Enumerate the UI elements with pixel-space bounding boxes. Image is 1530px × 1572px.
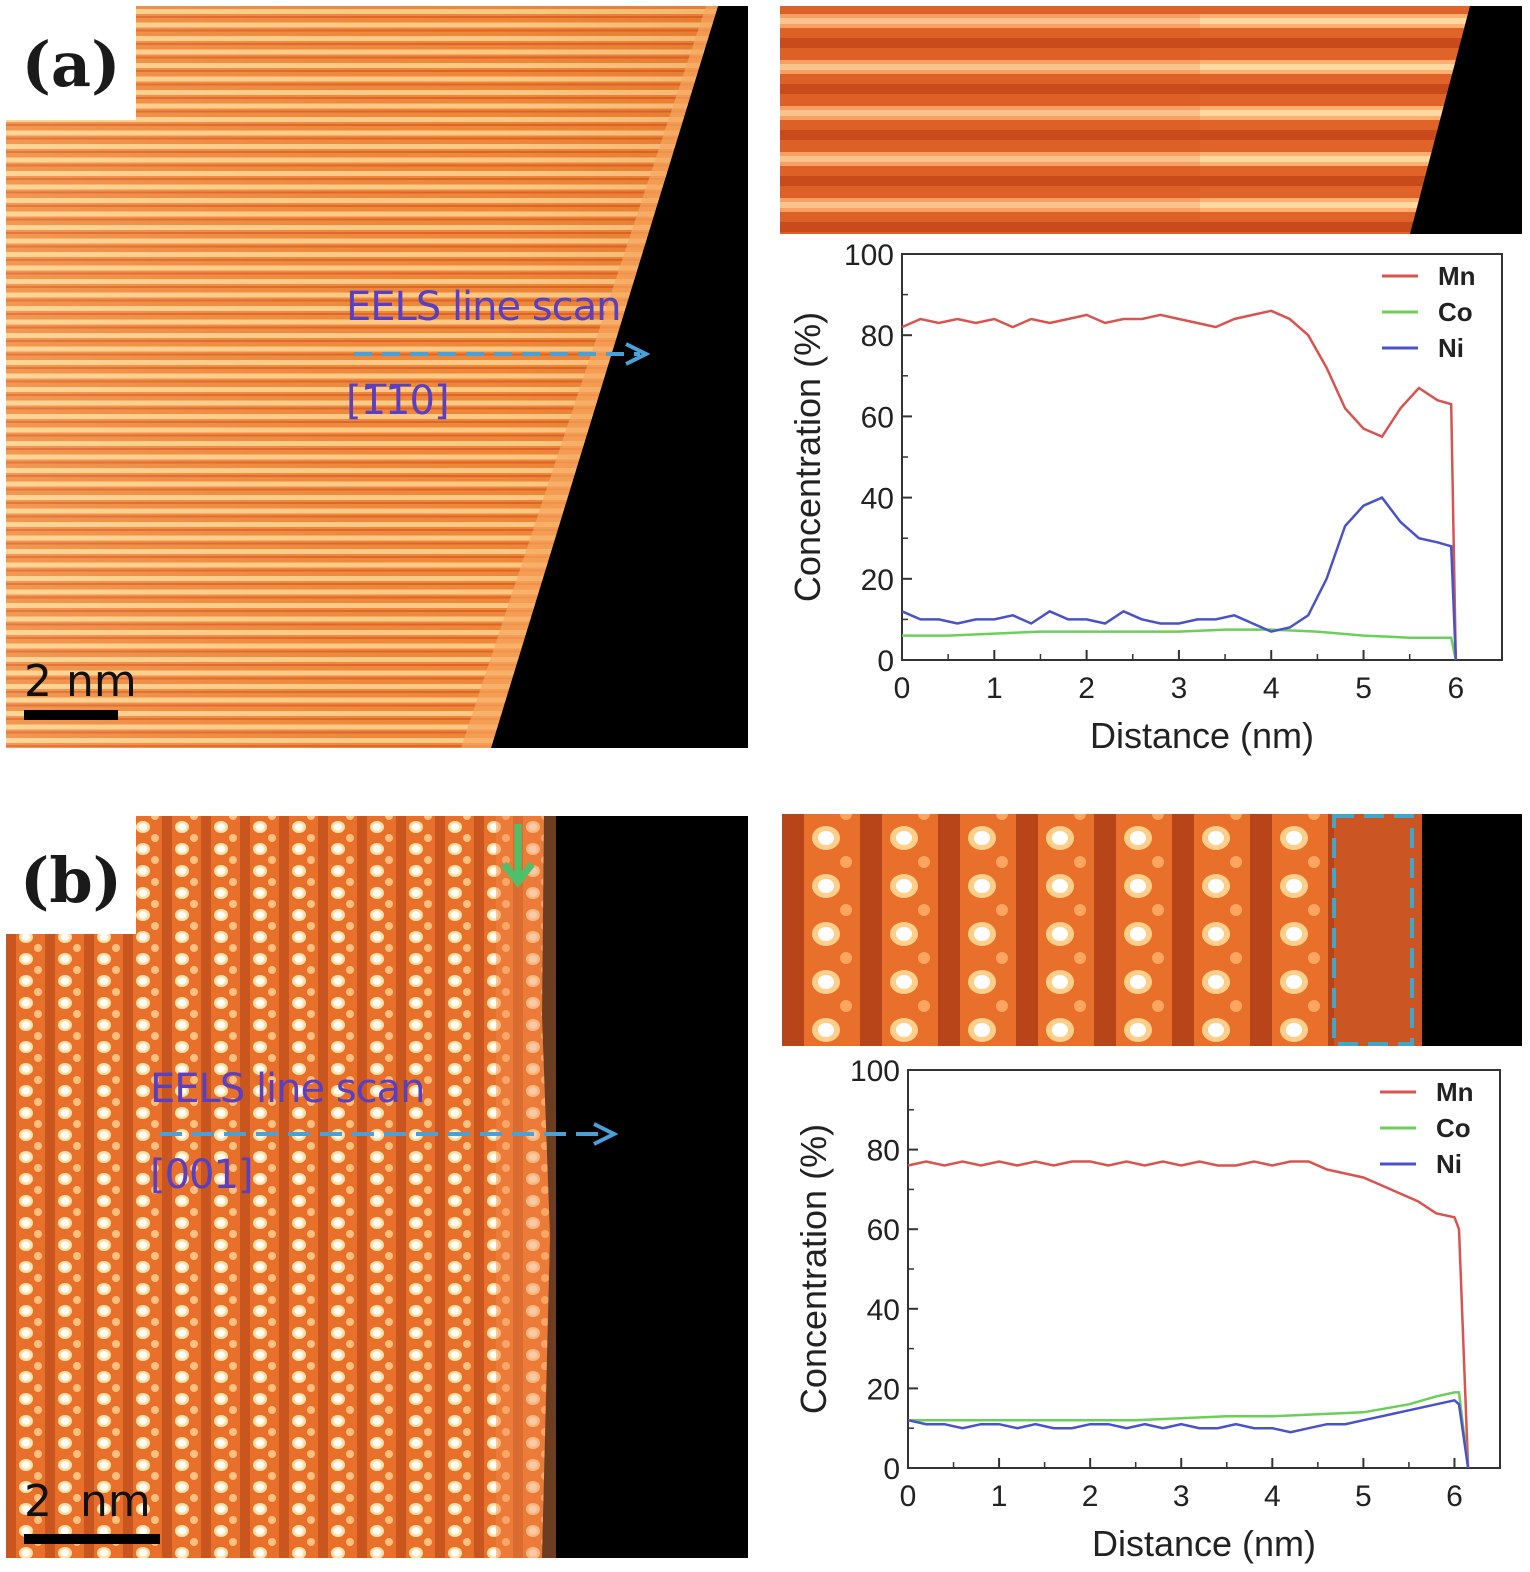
plot-frame — [907, 1069, 1501, 1469]
panel-label-b: (b) — [6, 816, 136, 934]
x-tick-label: 6 — [1448, 672, 1465, 705]
x-tick-label: 2 — [1082, 1480, 1099, 1513]
surface-arrow-b — [501, 824, 535, 888]
x-axis-label: Distance (nm) — [1092, 1523, 1316, 1564]
plot-frame — [901, 253, 1503, 661]
y-tick-label: 80 — [867, 1135, 900, 1168]
haadf-image-a — [6, 6, 748, 748]
x-tick-label: 6 — [1446, 1480, 1463, 1513]
x-tick-label: 5 — [1355, 672, 1372, 705]
legend-label-ni: Ni — [1438, 333, 1464, 363]
legend-label-mn: Mn — [1436, 1077, 1474, 1107]
y-tick-label: 100 — [850, 1056, 900, 1088]
panel-label-a: (a) — [6, 6, 136, 120]
legend-label-co: Co — [1438, 297, 1473, 327]
scale-bar-label-a: 2 nm — [24, 656, 137, 707]
x-tick-label: 1 — [986, 672, 1003, 705]
series-line-ni — [907, 1398, 1470, 1469]
scan-arrow-a — [354, 342, 651, 366]
direction-label-a: [1̅1̅0] — [346, 378, 450, 424]
y-tick-label: 0 — [883, 1453, 900, 1486]
x-tick-label: 0 — [900, 1480, 917, 1513]
x-axis-label: Distance (nm) — [1090, 715, 1314, 756]
direction-label-b: [001] — [150, 1152, 254, 1198]
line-scan-image-a — [780, 6, 1522, 234]
legend-label-co: Co — [1436, 1113, 1471, 1143]
x-tick-label: 0 — [894, 672, 911, 705]
line-scan-image-b — [782, 814, 1522, 1046]
eels-line-scan-label-b: EELS line scan — [150, 1066, 426, 1112]
y-tick-label: 60 — [861, 401, 894, 434]
scale-bar-b — [24, 1534, 160, 1544]
y-tick-label: 60 — [867, 1214, 900, 1247]
x-tick-label: 3 — [1173, 1480, 1190, 1513]
haadf-image-b — [6, 816, 748, 1558]
y-tick-label: 100 — [844, 240, 894, 272]
series-line-co — [908, 1391, 1470, 1469]
y-tick-label: 40 — [867, 1294, 900, 1327]
concentration-chart-b: 0 20 40 60 80 100 0 1 2 3 4 5 6 Distance (nm) Concentr… — [793, 1056, 1501, 1564]
x-tick-label: 4 — [1263, 672, 1280, 705]
y-tick-label: 80 — [861, 320, 894, 353]
scan-arrow-b — [160, 1122, 619, 1146]
y-axis-label: Concentration (%) — [793, 1124, 834, 1414]
scale-bar-a — [24, 710, 118, 720]
x-tick-label: 2 — [1078, 672, 1095, 705]
y-axis-label: Concentration (%) — [787, 312, 828, 602]
legend-label-mn: Mn — [1438, 261, 1476, 291]
y-tick-label: 40 — [861, 483, 894, 516]
series-line-mn — [907, 1160, 1470, 1469]
series-line-co — [902, 628, 1458, 661]
y-tick-label: 0 — [877, 645, 894, 678]
x-tick-label: 1 — [991, 1480, 1008, 1513]
concentration-chart-a: 0 20 40 60 80 100 0 1 2 3 4 5 6 Distance (nm) Concentr… — [787, 240, 1503, 756]
eels-line-scan-label-a: EELS line scan — [346, 284, 622, 330]
x-tick-label: 3 — [1171, 672, 1188, 705]
x-tick-label: 4 — [1264, 1480, 1281, 1513]
y-tick-label: 20 — [861, 564, 894, 597]
series-line-ni — [901, 496, 1458, 661]
y-tick-label: 20 — [867, 1373, 900, 1406]
scale-bar-label-b: 2 nm — [24, 1476, 151, 1527]
x-tick-label: 5 — [1355, 1480, 1372, 1513]
legend-label-ni: Ni — [1436, 1149, 1462, 1179]
series-line-mn — [901, 309, 1458, 661]
